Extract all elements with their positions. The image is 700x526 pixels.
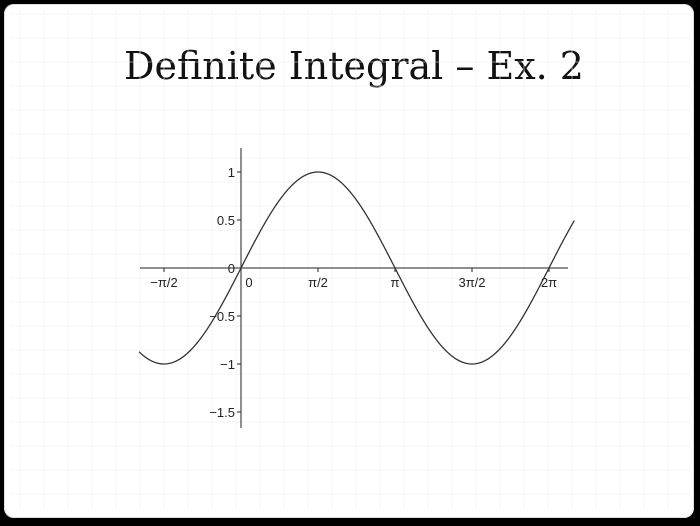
y-tick-label: 0.5 [217,213,235,228]
tick-labels: −π/2 0 π/2 π 3π/2 2π 1 0.5 0 −0.5 −1 −1.5 [150,165,557,420]
x-tick-label: 0 [245,275,252,290]
x-tick-label: 3π/2 [458,275,485,290]
slide-title: Definite Integral – Ex. 2 [124,44,584,88]
ticks [163,171,550,413]
y-tick-label: −1 [220,357,235,372]
x-tick-label: π [391,275,400,290]
y-tick-label: 1 [228,165,235,180]
grid [10,10,690,510]
y-tick-label: −0.5 [209,309,235,324]
curve-layer [138,171,575,365]
x-tick-label: −π/2 [150,275,177,290]
slide: Definite Integral – Ex. 2 [4,4,694,518]
x-tick-label: 2π [541,275,557,290]
y-tick-label: 0 [228,261,235,276]
sine-curve [138,171,575,365]
y-tick-label: −1.5 [209,405,235,420]
axes [140,148,568,428]
x-tick-label: π/2 [308,275,328,290]
